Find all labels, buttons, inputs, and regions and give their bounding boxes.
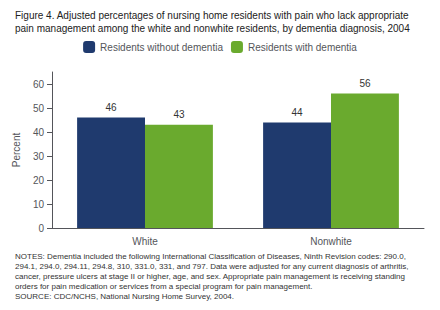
svg-text:56: 56 bbox=[359, 78, 371, 89]
svg-text:294.1, 294.0, 294.11, 294.8, 3: 294.1, 294.0, 294.11, 294.8, 310, 331.0,… bbox=[15, 262, 408, 271]
svg-text:NOTES: Dementia included the f: NOTES: Dementia included the following I… bbox=[15, 252, 406, 261]
svg-text:30: 30 bbox=[33, 151, 45, 162]
svg-text:20: 20 bbox=[33, 175, 45, 186]
svg-text:Percent: Percent bbox=[11, 133, 22, 168]
svg-text:10: 10 bbox=[33, 199, 45, 210]
svg-text:46: 46 bbox=[105, 102, 117, 113]
svg-text:Figure 4. Adjusted percentages: Figure 4. Adjusted percentages of nursin… bbox=[15, 10, 409, 21]
svg-text:44: 44 bbox=[291, 107, 303, 118]
svg-text:60: 60 bbox=[33, 79, 45, 90]
svg-text:pain management among the whit: pain management among the white and nonw… bbox=[15, 23, 410, 34]
svg-text:0: 0 bbox=[38, 223, 44, 234]
svg-text:43: 43 bbox=[173, 109, 185, 120]
svg-text:Nonwhite: Nonwhite bbox=[310, 236, 352, 247]
svg-text:SOURCE: CDC/NCHS, National Nur: SOURCE: CDC/NCHS, National Nursing Home … bbox=[15, 292, 234, 301]
svg-text:orders for pain medication or: orders for pain medication or services f… bbox=[15, 282, 312, 291]
svg-text:White: White bbox=[132, 236, 158, 247]
svg-text:Residents without dementia: Residents without dementia bbox=[100, 42, 223, 53]
svg-text:50: 50 bbox=[33, 103, 45, 114]
svg-text:Residents with dementia: Residents with dementia bbox=[248, 42, 357, 53]
svg-text:40: 40 bbox=[33, 127, 45, 138]
svg-text:cancer, pressure ulcers at sta: cancer, pressure ulcers at stage II or h… bbox=[15, 272, 405, 281]
